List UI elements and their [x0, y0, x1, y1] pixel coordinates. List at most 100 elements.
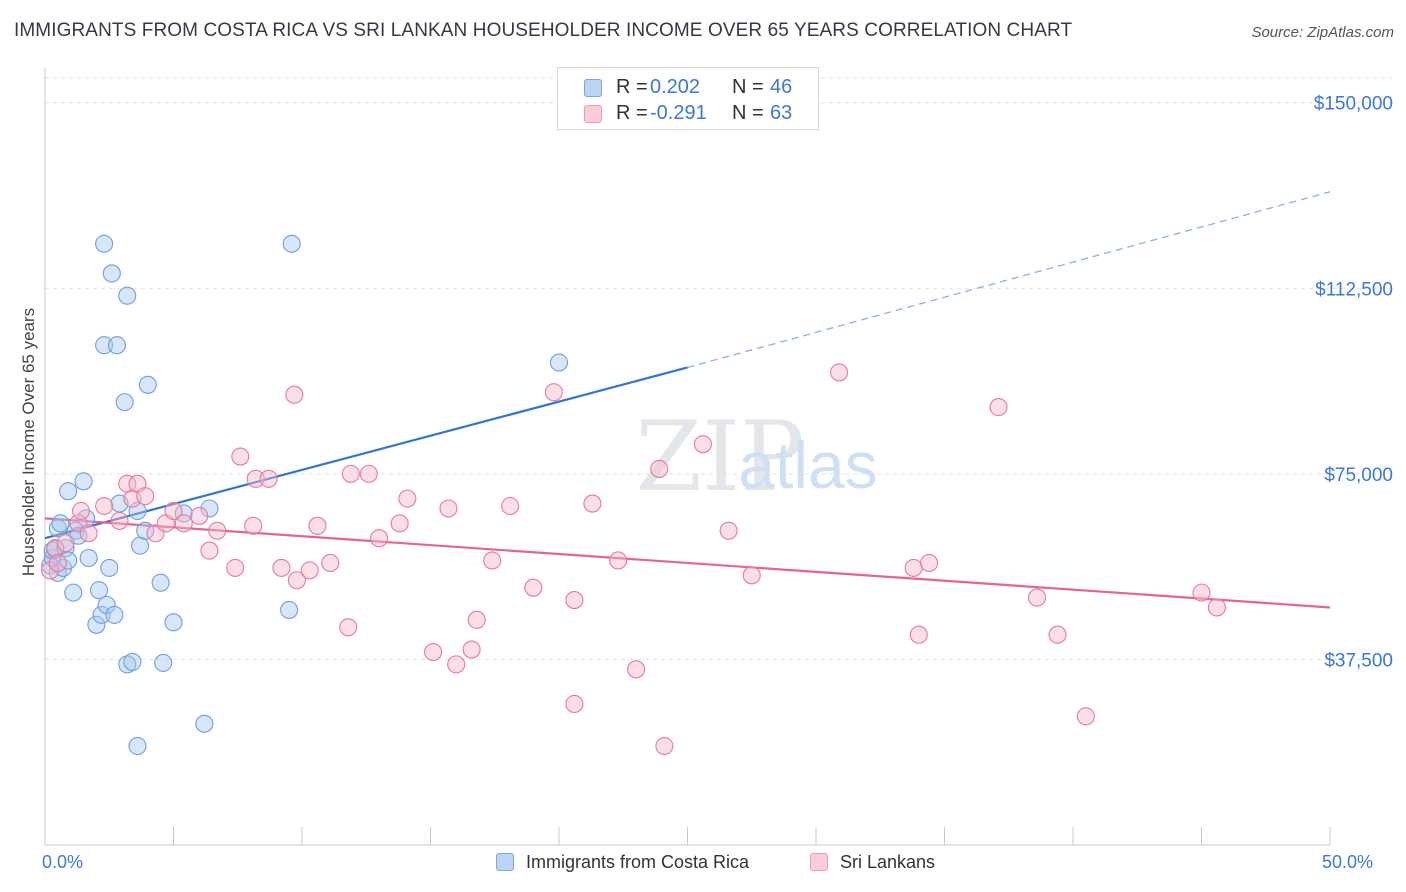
point-sri-lankans — [989, 398, 1008, 417]
point-sri-lankans — [190, 506, 209, 525]
point-sri-lankans — [1048, 625, 1067, 644]
point-sri-lankans — [136, 487, 155, 506]
point-costa-rica — [64, 583, 83, 602]
legend-swatch-blue — [584, 79, 602, 97]
n-label: N = — [732, 102, 764, 124]
r-value: 0.202 — [650, 76, 701, 98]
point-sri-lankans — [467, 610, 486, 629]
bottom-legend-label: Sri Lankans — [840, 852, 936, 872]
point-costa-rica — [95, 336, 114, 355]
point-costa-rica — [107, 336, 127, 355]
point-sri-lankans — [56, 534, 75, 553]
point-costa-rica — [95, 234, 114, 253]
point-sri-lankans — [370, 529, 389, 548]
point-sri-lankans — [41, 561, 60, 580]
point-sri-lankans — [655, 736, 674, 756]
point-sri-lankans — [398, 489, 417, 508]
point-sri-lankans — [285, 385, 304, 404]
point-sri-lankans — [95, 496, 114, 516]
point-sri-lankans — [231, 447, 250, 466]
bottom-legend-costa-rica: Immigrants from Costa Rica — [496, 852, 749, 873]
point-sri-lankans — [650, 459, 669, 478]
point-sri-lankans — [565, 591, 584, 610]
source-label: Source: ZipAtlas.com — [1251, 24, 1394, 41]
point-sri-lankans — [339, 618, 358, 637]
point-sri-lankans — [830, 363, 849, 382]
point-sri-lankans — [48, 553, 67, 572]
watermark-zip: ZIP — [635, 401, 804, 513]
point-costa-rica — [118, 655, 137, 674]
x-min-label: 0.0% — [42, 852, 84, 872]
n-label: N = — [732, 76, 764, 98]
point-sri-lankans — [1207, 598, 1226, 617]
point-costa-rica — [59, 482, 78, 501]
trendlines — [44, 191, 1331, 609]
point-sri-lankans — [447, 655, 466, 674]
point-sri-lankans — [341, 464, 360, 483]
point-sri-lankans — [544, 383, 563, 402]
bottom-legend-sri-lankans: Sri Lankans — [810, 852, 935, 873]
point-costa-rica — [79, 548, 98, 568]
point-sri-lankans — [259, 469, 278, 488]
y-tick-label: $37,500 — [1324, 650, 1393, 671]
y-tick-label: $150,000 — [1314, 94, 1393, 115]
point-sri-lankans — [300, 561, 319, 580]
point-costa-rica — [115, 393, 134, 412]
watermark-atlas: atlas — [738, 428, 877, 502]
point-sri-lankans — [609, 551, 628, 570]
point-costa-rica — [282, 234, 301, 253]
point-costa-rica — [128, 736, 147, 756]
point-sri-lankans — [693, 435, 712, 454]
n-value: 46 — [770, 76, 793, 98]
r-label: R = — [616, 102, 648, 124]
point-costa-rica — [200, 499, 219, 518]
point-sri-lankans — [110, 511, 129, 530]
point-sri-lankans — [200, 541, 219, 560]
trendline-sri-lankans — [44, 517, 1331, 609]
x-max-label: 50.0% — [1322, 852, 1374, 872]
point-sri-lankans — [501, 496, 520, 516]
point-costa-rica — [151, 573, 170, 592]
point-sri-lankans — [439, 499, 458, 518]
point-costa-rica — [123, 652, 142, 671]
point-sri-lankans — [272, 558, 291, 577]
legend-swatch-pink — [584, 105, 602, 123]
bottom-legend-label: Immigrants from Costa Rica — [526, 852, 750, 872]
r-label: R = — [616, 76, 648, 98]
point-costa-rica — [118, 286, 137, 305]
y-tick-labels: $37,500 $75,000 $112,500 $150,000 — [1314, 94, 1393, 672]
point-sri-lankans — [287, 571, 306, 590]
data-points — [41, 234, 1226, 756]
point-costa-rica — [102, 264, 121, 283]
chart-title: IMMIGRANTS FROM COSTA RICA VS SRI LANKAN… — [14, 20, 1073, 41]
point-sri-lankans — [1076, 707, 1095, 726]
point-sri-lankans — [583, 494, 602, 513]
point-costa-rica — [105, 605, 124, 624]
point-sri-lankans — [321, 553, 340, 572]
point-sri-lankans — [246, 469, 265, 488]
point-sri-lankans — [244, 516, 263, 535]
point-costa-rica — [48, 519, 67, 538]
point-sri-lankans — [627, 660, 646, 679]
axes — [44, 68, 1331, 846]
y-tick-label: $75,000 — [1324, 465, 1393, 486]
point-sri-lankans — [46, 539, 65, 558]
point-sri-lankans — [71, 501, 91, 521]
point-sri-lankans — [1192, 583, 1211, 602]
point-sri-lankans — [1027, 588, 1047, 607]
point-costa-rica — [92, 605, 111, 624]
point-sri-lankans — [920, 553, 939, 572]
point-costa-rica — [154, 653, 173, 672]
point-sri-lankans — [226, 558, 245, 577]
point-costa-rica — [280, 600, 299, 620]
point-sri-lankans — [359, 464, 378, 483]
point-sri-lankans — [524, 578, 543, 597]
point-costa-rica — [100, 558, 119, 577]
trendline-costa-rica — [44, 366, 688, 540]
gridlines — [45, 77, 1396, 660]
r-value: -0.291 — [650, 102, 707, 124]
point-costa-rica — [87, 615, 106, 634]
point-sri-lankans — [462, 640, 481, 659]
point-sri-lankans — [424, 642, 443, 662]
